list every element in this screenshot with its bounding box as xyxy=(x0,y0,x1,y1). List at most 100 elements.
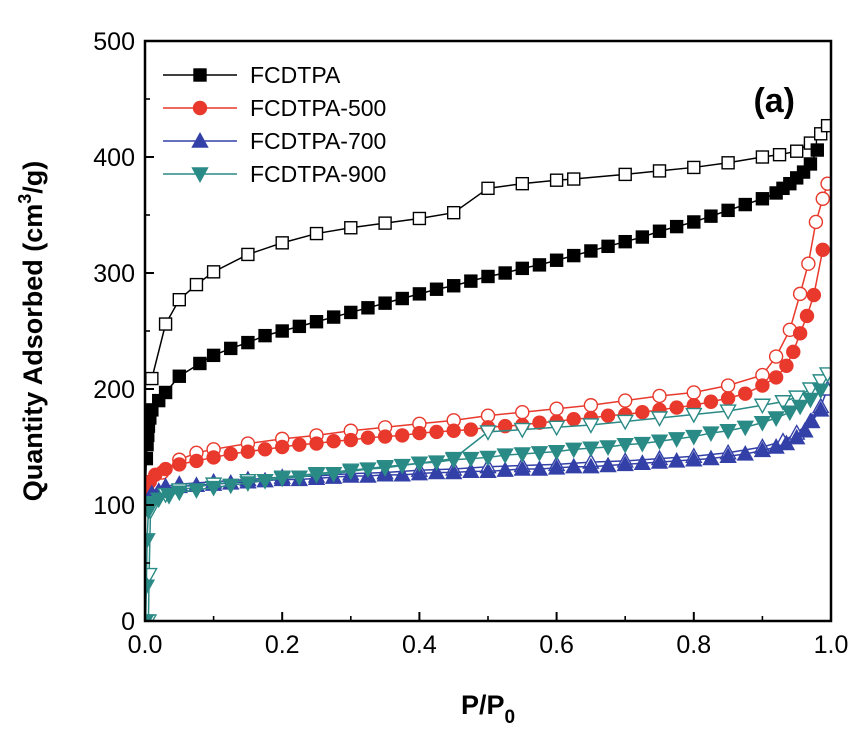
desorption-point xyxy=(650,411,669,427)
desorption-point xyxy=(753,398,772,415)
adsorption-point xyxy=(240,444,256,459)
desorption-point xyxy=(583,398,599,413)
adsorption-point xyxy=(206,450,221,465)
adsorption-point xyxy=(344,305,358,320)
x-tick-label: 0.4 xyxy=(402,631,437,659)
adsorption-point xyxy=(582,441,600,458)
desorption-point xyxy=(479,425,497,441)
desorption-point xyxy=(801,256,816,271)
desorption-point xyxy=(686,385,701,400)
desorption-point xyxy=(145,371,159,386)
adsorption-point xyxy=(755,192,770,206)
desorption-point xyxy=(344,221,358,235)
adsorption-point xyxy=(704,209,718,223)
desorption-point xyxy=(515,176,529,191)
adsorption-point xyxy=(753,415,772,432)
desorption-point xyxy=(815,191,830,206)
legend-marker xyxy=(191,132,209,148)
desorption-point xyxy=(792,286,808,302)
adsorption-point xyxy=(376,461,394,477)
desorption-point xyxy=(616,414,634,431)
adsorption-point xyxy=(599,440,617,456)
adsorption-point xyxy=(498,266,512,280)
adsorption-point xyxy=(204,480,223,497)
adsorption-point xyxy=(193,356,207,371)
desorption-point xyxy=(687,160,701,175)
adsorption-point xyxy=(360,430,376,445)
adsorption-point xyxy=(584,244,598,258)
desorption-point xyxy=(172,292,187,307)
desorption-point xyxy=(618,393,633,408)
adsorption-point xyxy=(812,400,830,417)
adsorption-point xyxy=(256,473,274,490)
desorption-point xyxy=(567,172,581,186)
adsorption-point xyxy=(290,470,309,487)
legend-marker xyxy=(193,68,207,82)
series-layer xyxy=(144,118,832,622)
legend-entry: FCDTPA-700 xyxy=(163,128,386,154)
adsorption-point xyxy=(326,434,341,449)
plot-frame xyxy=(143,39,833,623)
adsorption-point xyxy=(412,425,427,441)
desorption-point xyxy=(241,247,255,262)
desorption-point xyxy=(515,405,530,420)
desorption-point xyxy=(652,388,667,404)
y-tick-label: 400 xyxy=(93,144,135,172)
desorption-point xyxy=(755,150,770,164)
adsorption-point xyxy=(377,429,393,444)
y-axis-title: Quantity Adsorbed (cm3/g) xyxy=(15,161,48,502)
adsorption-point xyxy=(445,463,463,480)
adsorption-point xyxy=(309,315,324,329)
adsorption-point xyxy=(326,310,341,324)
desorption-point xyxy=(772,147,787,162)
desorption-point xyxy=(275,236,289,250)
adsorption-point xyxy=(160,489,178,505)
adsorption-point xyxy=(150,492,168,509)
adsorption-point xyxy=(292,319,307,334)
adsorption-point xyxy=(635,230,650,244)
adsorption-point xyxy=(189,453,204,469)
adsorption-point xyxy=(565,457,583,474)
adsorption-point xyxy=(462,462,480,479)
adsorption-point xyxy=(144,533,156,549)
adsorption-point xyxy=(755,378,770,393)
adsorption-point xyxy=(685,429,703,446)
adsorption-point xyxy=(445,453,463,469)
adsorption-point xyxy=(667,432,686,448)
x-tick-label: 0.6 xyxy=(539,631,574,659)
adsorption-point xyxy=(767,411,785,427)
adsorption-point xyxy=(667,451,686,468)
desorption-point xyxy=(547,420,566,437)
y-tick-label: 0 xyxy=(121,608,135,636)
x-tick-label: 0.0 xyxy=(128,631,163,659)
adsorption-point xyxy=(738,197,752,212)
desorption-point xyxy=(685,407,703,424)
adsorption-point xyxy=(395,291,409,306)
desorption-point xyxy=(513,422,531,439)
adsorption-point xyxy=(343,432,358,448)
adsorption-point xyxy=(753,441,772,458)
adsorption-point xyxy=(462,451,480,468)
desorption-point xyxy=(820,118,832,133)
desorption-point xyxy=(652,164,667,178)
x-tick-label: 1.0 xyxy=(814,631,849,659)
adsorption-point xyxy=(796,421,814,438)
adsorption-point xyxy=(781,405,799,422)
adsorption-point xyxy=(158,385,173,400)
adsorption-point xyxy=(600,408,616,423)
desorption-point xyxy=(721,156,735,170)
adsorption-point xyxy=(275,439,290,455)
desorption-point xyxy=(790,144,804,158)
legend-label: FCDTPA-900 xyxy=(250,161,386,187)
adsorption-point xyxy=(702,449,720,466)
adsorption-point xyxy=(738,386,753,401)
adsorption-point xyxy=(464,274,478,288)
panel-label: (a) xyxy=(753,82,795,120)
adsorption-point xyxy=(650,453,669,469)
adsorption-point xyxy=(361,301,375,315)
adsorption-point xyxy=(496,448,514,465)
adsorption-point xyxy=(479,462,497,479)
legend: FCDTPA FCDTPA-500 FCDTPA-700 FCDTPA-900 xyxy=(163,62,386,187)
adsorption-point xyxy=(669,400,684,415)
x-tick-label: 0.8 xyxy=(676,631,711,659)
